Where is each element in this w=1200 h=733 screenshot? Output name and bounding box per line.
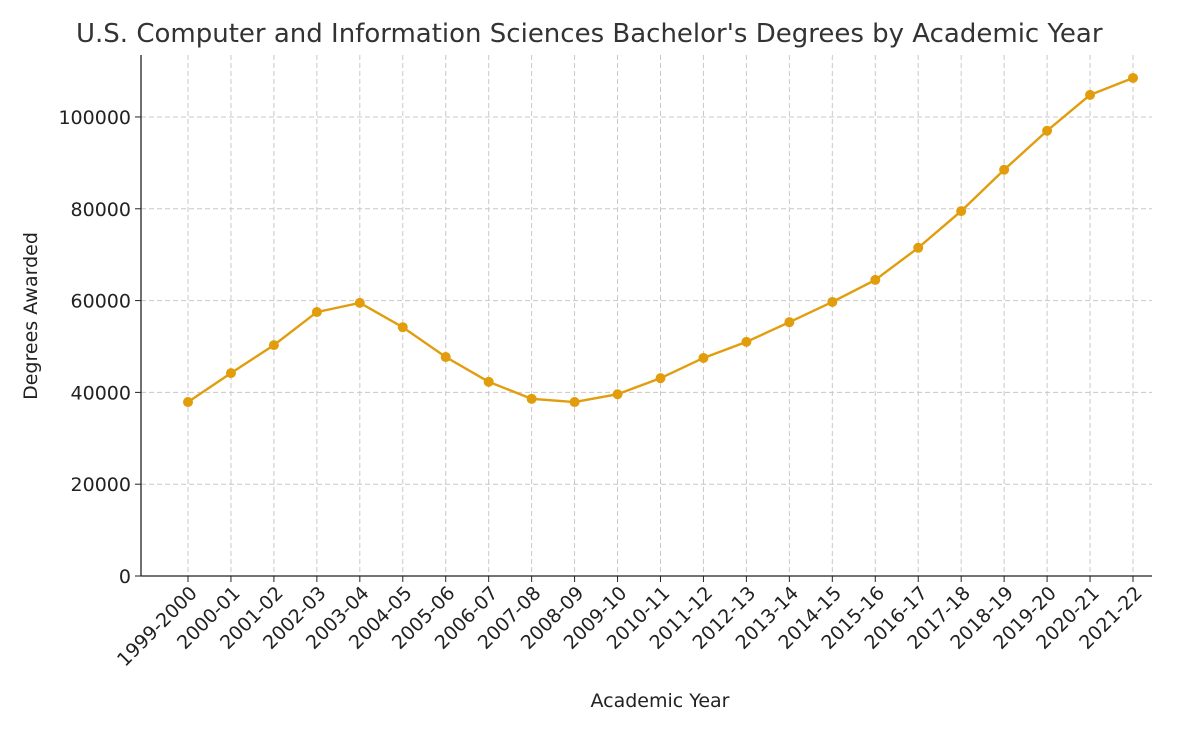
data-point xyxy=(397,322,408,333)
data-point xyxy=(440,352,451,363)
data-point xyxy=(268,340,279,351)
data-point xyxy=(483,376,494,387)
data-point xyxy=(655,373,666,384)
data-point xyxy=(612,389,623,400)
data-point xyxy=(354,297,365,308)
data-point xyxy=(1085,89,1096,100)
x-axis-label: Academic Year xyxy=(590,690,729,712)
data-point xyxy=(1042,125,1053,136)
y-axis-label: Degrees Awarded xyxy=(20,232,42,400)
y-tick-label: 40000 xyxy=(71,382,131,404)
data-point xyxy=(827,296,838,307)
data-point xyxy=(526,393,537,404)
chart-title: U.S. Computer and Information Sciences B… xyxy=(76,19,1103,49)
data-point xyxy=(870,274,881,285)
data-point xyxy=(1128,72,1138,83)
data-point xyxy=(183,397,193,408)
data-point xyxy=(569,397,580,408)
y-tick-label: 60000 xyxy=(71,291,131,313)
data-point xyxy=(913,242,924,253)
data-point xyxy=(999,164,1010,175)
y-tick-label: 80000 xyxy=(71,199,131,221)
y-tick-label: 0 xyxy=(119,566,131,588)
data-point xyxy=(741,336,752,347)
data-point xyxy=(698,352,709,363)
data-point xyxy=(225,368,236,379)
y-tick-label: 100000 xyxy=(58,107,131,129)
data-point xyxy=(956,206,967,217)
y-tick-label: 20000 xyxy=(71,474,131,496)
data-point xyxy=(784,317,795,328)
data-point xyxy=(311,307,322,318)
